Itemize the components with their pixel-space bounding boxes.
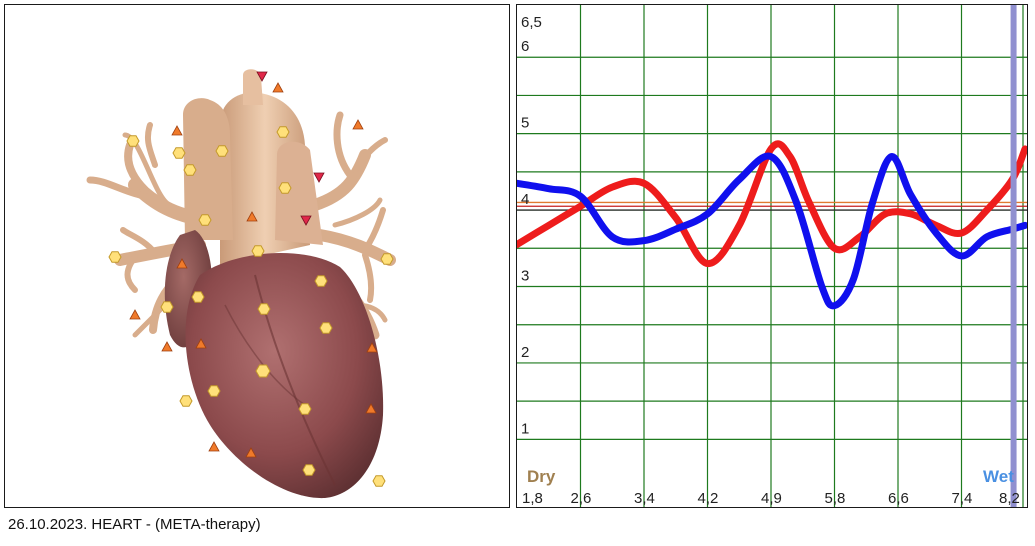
marker	[372, 475, 386, 487]
marker	[191, 291, 205, 303]
marker	[352, 119, 364, 130]
dry-label: Dry	[527, 467, 556, 486]
marker	[172, 147, 186, 159]
series-line-blue	[517, 152, 1027, 310]
energy-markers-red	[256, 71, 325, 226]
marker	[176, 258, 188, 269]
marker	[198, 214, 212, 226]
marker	[161, 341, 173, 352]
marker	[298, 403, 312, 415]
heart-illustration	[86, 69, 396, 499]
marker	[272, 82, 284, 93]
marker	[245, 447, 257, 458]
pulmonary-trunk	[183, 98, 233, 240]
marker	[246, 211, 258, 222]
y-tick-label: 4	[521, 191, 529, 208]
line-chart: 1 2 3 4 5 6 6,5 1,8 2,6 3,4 4,2 4,9 5,8 6,6 7,4 8,2 Dr…	[517, 5, 1027, 507]
marker	[160, 301, 174, 313]
x-axis-labels: 1,8 2,6 3,4 4,2 4,9 5,8 6,6 7,4 8,2	[522, 490, 1020, 507]
ventricles	[185, 253, 384, 499]
marker	[365, 403, 377, 414]
heart-model-view[interactable]	[4, 4, 510, 508]
x-tick-label: 4,2	[698, 490, 719, 507]
reference-lines	[517, 201, 1027, 211]
marker	[215, 145, 229, 157]
marker	[314, 275, 328, 287]
y-tick-label: 3	[521, 268, 529, 285]
marker	[380, 253, 394, 265]
marker	[276, 126, 290, 138]
x-tick-label: 3,4	[634, 490, 655, 507]
marker	[255, 364, 271, 378]
x-tick-label: 6,6	[888, 490, 909, 507]
marker	[319, 322, 333, 334]
x-tick-label: 1,8	[522, 490, 543, 507]
marker	[129, 309, 141, 320]
marker	[278, 182, 292, 194]
marker	[208, 441, 220, 452]
vegetative-chart-panel[interactable]: 1 2 3 4 5 6 6,5 1,8 2,6 3,4 4,2 4,9 5,8 6,6 7,4 8,2 Dr…	[516, 4, 1028, 508]
position-marker-bar	[1010, 5, 1017, 507]
x-tick-label: 4,9	[761, 490, 782, 507]
energy-markers-yellow	[108, 126, 394, 487]
x-tick-label: 5,8	[825, 490, 846, 507]
marker	[313, 172, 325, 183]
position-marker	[1010, 5, 1017, 507]
superior-vena-cava	[275, 141, 323, 245]
x-tick-label: 8,2	[999, 490, 1020, 507]
marker	[179, 395, 193, 407]
energy-markers-orange	[129, 82, 378, 458]
chart-series	[517, 140, 1027, 310]
marker	[183, 164, 197, 176]
marker	[195, 338, 207, 349]
aortic-arch-branch	[243, 69, 263, 105]
marker	[300, 215, 312, 226]
y-tick-label: 6	[521, 38, 529, 55]
marker	[171, 125, 183, 136]
marker	[366, 342, 378, 353]
marker	[256, 71, 268, 82]
x-tick-label: 2,6	[571, 490, 592, 507]
marker	[207, 385, 221, 397]
marker	[126, 135, 140, 147]
y-axis-labels: 1 2 3 4 5 6 6,5	[521, 14, 542, 437]
series-line-red	[517, 140, 1027, 268]
y-tick-label: 2	[521, 344, 529, 361]
marker	[302, 464, 316, 476]
marker	[251, 245, 265, 257]
y-tick-label: 5	[521, 115, 529, 132]
y-tick-label: 1	[521, 420, 529, 437]
y-tick-label: 6,5	[521, 14, 542, 31]
marker	[257, 303, 271, 315]
chart-grid	[517, 5, 1027, 507]
wet-label: Wet	[983, 467, 1014, 486]
marker	[108, 251, 122, 263]
caption: 26.10.2023. HEART - (META-therapy)	[8, 516, 261, 533]
x-tick-label: 7,4	[952, 490, 973, 507]
